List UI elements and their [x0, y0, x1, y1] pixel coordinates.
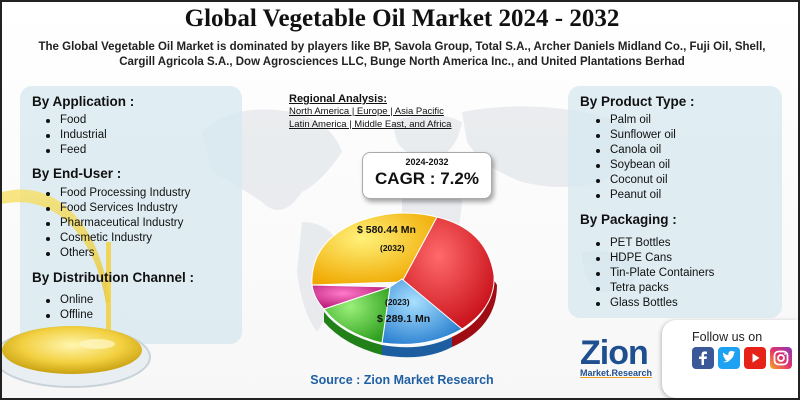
page-title: Global Vegetable Oil Market 2024 - 2032	[184, 5, 620, 32]
regional-analysis-line-1: North America | Europe | Asia Pacific	[289, 106, 444, 117]
list-item: Online	[32, 293, 93, 308]
logo-main: Zion	[580, 334, 649, 372]
list-item: Food	[32, 113, 107, 128]
cagr-box: 2024-2032 CAGR : 7.2%	[362, 152, 492, 199]
pie-value-2032: $ 580.44 Mn	[357, 224, 416, 236]
subtitle-line-1: The Global Vegetable Oil Market is domin…	[38, 41, 766, 53]
pie-slice-magenta	[311, 284, 391, 310]
subtitle-line-2: Cargill Agricola S.A., Dow Agrosciences …	[119, 56, 685, 68]
pie-slice-blue-side	[382, 337, 452, 358]
list-item: PET Bottles	[582, 236, 714, 251]
list-item: Soybean oil	[582, 158, 676, 173]
list-item: Tetra packs	[582, 281, 714, 296]
pie-value-2023: $ 289.1 Mn	[377, 313, 431, 325]
list-item: Cosmetic Industry	[32, 231, 190, 246]
logo-sub: Market.Research	[580, 368, 653, 378]
by-packaging-list: PET Bottles HDPE Cans Tin-Plate Containe…	[582, 236, 714, 311]
cagr-value: CAGR : 7.2%	[375, 169, 479, 188]
list-item: Glass Bottles	[582, 296, 714, 311]
right-panel	[568, 86, 782, 318]
by-end-user-heading: By End-User :	[32, 166, 122, 181]
pie-slice-yellow	[311, 212, 438, 286]
youtube-icon[interactable]	[744, 347, 766, 369]
list-item: Food Processing Industry	[32, 186, 190, 201]
list-item: Others	[32, 246, 190, 261]
regional-analysis-heading: Regional Analysis:	[289, 93, 388, 105]
facebook-icon[interactable]	[692, 347, 714, 369]
market-size-pie	[311, 212, 497, 358]
by-end-user-list: Food Processing Industry Food Services I…	[32, 186, 190, 261]
by-distribution-heading: By Distribution Channel :	[32, 270, 194, 285]
pie-slice-green	[323, 286, 391, 344]
by-product-type-list: Palm oil Sunflower oil Canola oil Soybea…	[582, 113, 676, 203]
regional-analysis-line-2: Latin America | Middle East, and Africa	[289, 119, 452, 130]
by-packaging-heading: By Packaging :	[580, 212, 677, 227]
list-item: Industrial	[32, 128, 107, 143]
list-item: Sunflower oil	[582, 128, 676, 143]
by-distribution-list: Online Offline	[32, 293, 93, 323]
pie-slice-green-side	[324, 312, 382, 355]
list-item: Food Services Industry	[32, 201, 190, 216]
list-item: Coconut oil	[582, 173, 676, 188]
subtitle: The Global Vegetable Oil Market is domin…	[12, 40, 792, 70]
list-item: Feed	[32, 143, 107, 158]
source-text: Source : Zion Market Research	[310, 373, 494, 387]
list-item: Canola oil	[582, 143, 676, 158]
list-item: Pharmaceutical Industry	[32, 216, 190, 231]
pie-year-2032: (2032)	[380, 243, 405, 253]
list-item: Tin-Plate Containers	[582, 266, 714, 281]
zion-logo[interactable]: Zion Market.Research	[580, 336, 660, 396]
list-item: Palm oil	[582, 113, 676, 128]
list-item: Peanut oil	[582, 188, 676, 203]
instagram-icon[interactable]	[770, 347, 792, 369]
by-product-type-heading: By Product Type :	[580, 94, 695, 109]
follow-label: Follow us on	[692, 330, 763, 344]
cagr-years: 2024-2032	[405, 157, 449, 167]
list-item: Offline	[32, 308, 93, 323]
by-application-heading: By Application :	[32, 94, 135, 109]
pie-slice-red	[401, 216, 495, 330]
left-panel	[20, 86, 242, 344]
twitter-icon[interactable]	[718, 347, 740, 369]
oil-bowl-illustration	[2, 189, 151, 388]
list-item: HDPE Cans	[582, 251, 714, 266]
pie-year-2023: (2023)	[385, 297, 410, 307]
by-application-list: Food Industrial Feed	[32, 113, 107, 158]
